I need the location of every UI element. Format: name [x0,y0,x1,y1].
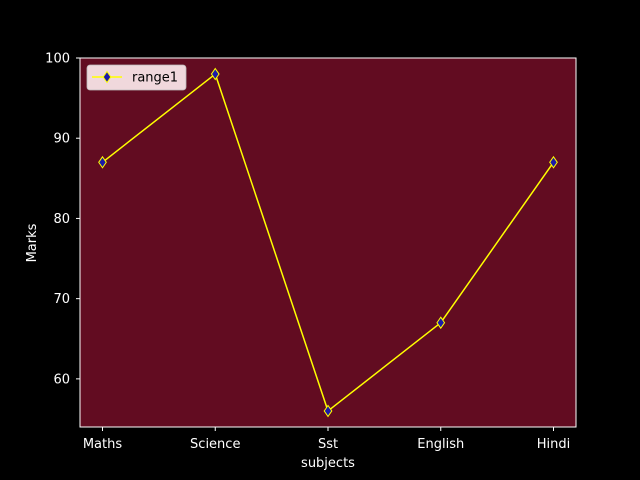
y-axis-label: Marks [25,223,40,262]
legend-marker [102,70,112,84]
data-point [436,316,446,330]
legend-label-range1: range1 [132,71,178,86]
x-axis-label: subjects [301,456,355,471]
x-axis-ticks: Maths Science Sst English Hindi [83,427,570,452]
x-tick-label: Hindi [537,437,571,452]
data-point [549,155,558,169]
plot-area [80,58,576,427]
data-point [210,67,220,81]
legend: range1 [86,64,187,91]
x-tick-label: Science [190,437,240,452]
legend-box [86,64,187,91]
y-tick-label: 70 [53,292,70,307]
y-tick-label: 100 [45,52,70,67]
y-tick-label: 60 [53,372,70,387]
x-tick-label: Sst [318,437,338,452]
y-axis-ticks: 60 70 80 90 100 [45,52,80,387]
x-tick-label: English [417,437,464,452]
data-point [98,155,107,169]
y-tick-label: 80 [53,212,70,227]
data-point [323,404,333,418]
x-tick-label: Maths [83,437,123,452]
y-tick-label: 90 [53,132,70,147]
series-layer [98,67,558,418]
